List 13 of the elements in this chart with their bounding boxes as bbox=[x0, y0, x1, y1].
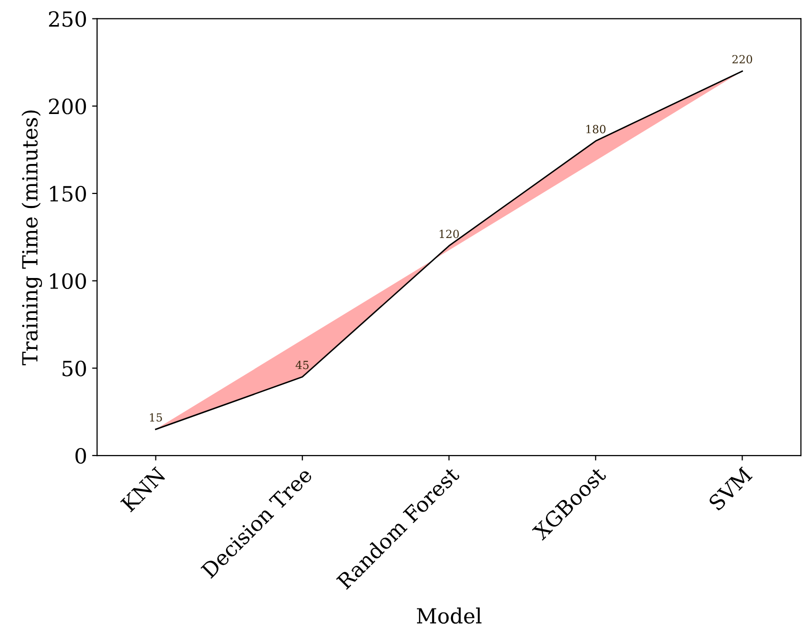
data-label: 45 bbox=[296, 360, 309, 370]
x-axis-title: Model bbox=[416, 608, 482, 624]
y-tick-label: 50 bbox=[62, 360, 86, 376]
data-label: 180 bbox=[586, 124, 606, 134]
data-label: 220 bbox=[732, 55, 752, 64]
y-tick-label: 100 bbox=[50, 273, 86, 290]
y-tick-label: 0 bbox=[75, 448, 86, 464]
y-tick-label: 150 bbox=[50, 186, 86, 202]
y-axis-title: Training Time (minutes) bbox=[22, 110, 42, 366]
y-tick-label: 200 bbox=[49, 98, 86, 114]
y-tick-label: 250 bbox=[49, 11, 86, 27]
data-label: 15 bbox=[150, 413, 162, 422]
data-label: 120 bbox=[440, 230, 459, 238]
